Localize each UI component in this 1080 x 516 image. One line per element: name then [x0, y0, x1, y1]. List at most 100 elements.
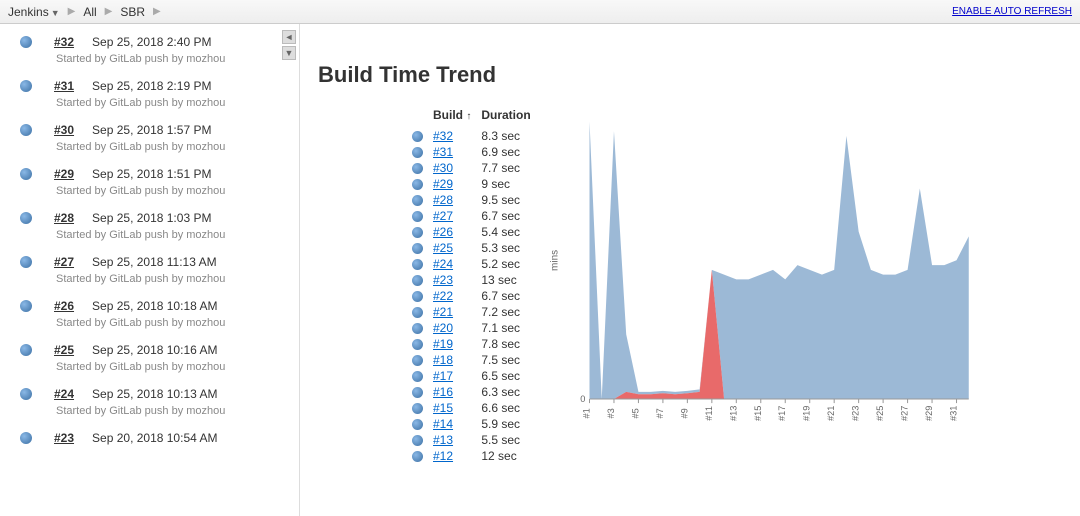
svg-text:#3: #3 — [606, 408, 616, 418]
col-build-header[interactable]: Build ↑ — [431, 106, 479, 128]
breadcrumb-sep-icon: ▶ — [105, 6, 113, 17]
build-date: Sep 25, 2018 1:51 PM — [92, 167, 211, 181]
status-orb-icon — [20, 212, 32, 224]
timeline-next-button[interactable]: ▼ — [282, 46, 296, 60]
build-number-link[interactable]: #24 — [54, 387, 74, 401]
build-link[interactable]: #21 — [433, 305, 453, 319]
duration-cell: 6.9 sec — [479, 144, 538, 160]
build-link[interactable]: #14 — [433, 417, 453, 431]
build-number-link[interactable]: #27 — [54, 255, 74, 269]
build-link[interactable]: #22 — [433, 289, 453, 303]
duration-cell: 6.6 sec — [479, 400, 538, 416]
table-row: #28 9.5 sec — [410, 192, 539, 208]
table-row: #15 6.6 sec — [410, 400, 539, 416]
table-row: #245.2 sec — [410, 256, 539, 272]
build-link[interactable]: #17 — [433, 369, 453, 383]
status-orb-icon — [412, 291, 423, 302]
breadcrumb-jenkins[interactable]: Jenkins▼ — [8, 5, 60, 19]
table-row: #1212 sec — [410, 448, 539, 464]
status-orb-icon — [412, 339, 423, 350]
build-link[interactable]: #23 — [433, 273, 453, 287]
breadcrumb-all[interactable]: All — [83, 5, 96, 19]
status-orb-icon — [20, 388, 32, 400]
breadcrumb-sep-icon: ▶ — [68, 6, 76, 17]
build-cause: Started by GitLab push by mozhou — [56, 97, 287, 109]
build-cause: Started by GitLab push by mozhou — [56, 317, 287, 329]
build-link[interactable]: #13 — [433, 433, 453, 447]
build-link[interactable]: #28 — [433, 193, 453, 207]
build-date: Sep 25, 2018 10:18 AM — [92, 299, 217, 313]
build-number-link[interactable]: #25 — [54, 343, 74, 357]
chart-series-blue — [589, 122, 968, 399]
build-number-link[interactable]: #31 — [54, 79, 74, 93]
table-row: #22 6.7 sec — [410, 288, 539, 304]
duration-cell: 9.5 sec — [479, 192, 538, 208]
table-row: #255.3 sec — [410, 240, 539, 256]
sort-asc-icon: ↑ — [466, 111, 471, 122]
build-link[interactable]: #15 — [433, 401, 453, 415]
timeline-prev-button[interactable]: ◄ — [282, 30, 296, 44]
duration-cell: 7.5 sec — [479, 352, 538, 368]
build-cause: Started by GitLab push by mozhou — [56, 229, 287, 241]
duration-cell: 6.3 sec — [479, 384, 538, 400]
status-orb-icon — [412, 163, 423, 174]
table-row: #145.9 sec — [410, 416, 539, 432]
build-link[interactable]: #25 — [433, 241, 453, 255]
build-link[interactable]: #18 — [433, 353, 453, 367]
build-number-link[interactable]: #30 — [54, 123, 74, 137]
svg-text:#23: #23 — [850, 406, 860, 421]
build-link[interactable]: #31 — [433, 145, 453, 159]
status-orb-icon — [412, 195, 423, 206]
status-orb-icon — [412, 275, 423, 286]
build-number-link[interactable]: #26 — [54, 299, 74, 313]
breadcrumb: Jenkins▼ ▶ All ▶ SBR ▶ — [8, 5, 952, 19]
build-history-entry: #23Sep 20, 2018 10:54 AM — [0, 428, 299, 448]
enable-auto-refresh-link[interactable]: ENABLE AUTO REFRESH — [952, 6, 1072, 17]
table-row: #299 sec — [410, 176, 539, 192]
build-history-entry: #32Sep 25, 2018 2:40 PMStarted by GitLab… — [0, 32, 299, 76]
build-link[interactable]: #30 — [433, 161, 453, 175]
build-link[interactable]: #26 — [433, 225, 453, 239]
build-number-link[interactable]: #29 — [54, 167, 74, 181]
build-number-link[interactable]: #23 — [54, 431, 74, 445]
svg-text:#25: #25 — [875, 406, 885, 421]
status-orb-icon — [412, 355, 423, 366]
build-date: Sep 25, 2018 1:03 PM — [92, 211, 211, 225]
build-cause: Started by GitLab push by mozhou — [56, 141, 287, 153]
breadcrumb-sep-icon: ▶ — [153, 6, 161, 17]
svg-text:#11: #11 — [704, 406, 714, 421]
col-duration-header[interactable]: Duration — [479, 106, 538, 128]
duration-cell: 13 sec — [479, 272, 538, 288]
svg-text:#5: #5 — [630, 408, 640, 418]
table-row: #176.5 sec — [410, 368, 539, 384]
build-history-sidebar: #32Sep 25, 2018 2:40 PMStarted by GitLab… — [0, 24, 300, 516]
table-row: #16 6.3 sec — [410, 384, 539, 400]
build-link[interactable]: #19 — [433, 337, 453, 351]
build-number-link[interactable]: #32 — [54, 35, 74, 49]
duration-cell: 5.4 sec — [479, 224, 538, 240]
breadcrumb-project[interactable]: SBR — [120, 5, 145, 19]
duration-cell: 7.7 sec — [479, 160, 538, 176]
chart-y-label: mins — [549, 250, 560, 271]
duration-cell: 8.3 sec — [479, 128, 538, 144]
duration-cell: 6.7 sec — [479, 288, 538, 304]
build-link[interactable]: #16 — [433, 385, 453, 399]
table-row: #217.2 sec — [410, 304, 539, 320]
svg-text:#7: #7 — [655, 408, 665, 418]
table-row: #26 5.4 sec — [410, 224, 539, 240]
status-orb-icon — [20, 36, 32, 48]
status-orb-icon — [20, 344, 32, 356]
build-link[interactable]: #20 — [433, 321, 453, 335]
status-orb-icon — [412, 403, 423, 414]
build-number-link[interactable]: #28 — [54, 211, 74, 225]
build-history-entry: #27Sep 25, 2018 11:13 AMStarted by GitLa… — [0, 252, 299, 296]
svg-text:#27: #27 — [899, 406, 909, 421]
build-history-entry: #25Sep 25, 2018 10:16 AMStarted by GitLa… — [0, 340, 299, 384]
build-cause: Started by GitLab push by mozhou — [56, 361, 287, 373]
svg-text:#1: #1 — [581, 408, 591, 418]
build-link[interactable]: #12 — [433, 449, 453, 463]
build-link[interactable]: #27 — [433, 209, 453, 223]
build-link[interactable]: #29 — [433, 177, 453, 191]
build-link[interactable]: #24 — [433, 257, 453, 271]
build-link[interactable]: #32 — [433, 129, 453, 143]
